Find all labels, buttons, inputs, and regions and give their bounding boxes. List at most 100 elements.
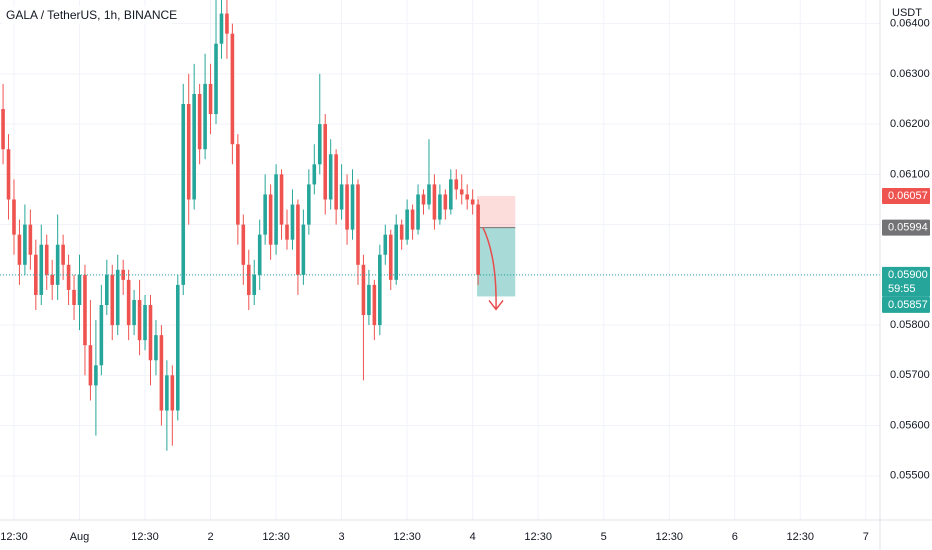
candle-body [88, 345, 93, 386]
candle-body [301, 224, 306, 275]
candle-body [443, 194, 448, 210]
candle-body [438, 194, 442, 220]
candle-body [225, 13, 229, 34]
candle-body [296, 204, 300, 275]
candle-body [192, 93, 196, 200]
candle-body [12, 199, 16, 235]
y-tick-label: 0.06200 [890, 118, 930, 130]
candle-body [312, 164, 317, 185]
candle-body [77, 274, 82, 305]
candle-body [230, 33, 235, 145]
candle-body [356, 184, 360, 265]
candle-body [219, 13, 224, 44]
candle-body [34, 254, 38, 295]
y-tick-label: 0.05800 [890, 319, 930, 331]
candle-body [459, 189, 464, 195]
target-label-bg [882, 296, 930, 313]
candle-body [132, 299, 136, 326]
grid [0, 0, 880, 520]
candle-body [378, 254, 382, 326]
candle-body [241, 224, 246, 265]
candle-body [186, 104, 191, 200]
candle-body [388, 234, 393, 280]
candle-body [427, 184, 431, 205]
candle-body [17, 234, 22, 265]
candle-body [465, 194, 469, 200]
candle-body [154, 335, 158, 361]
candle-body [39, 244, 44, 295]
candle-body [159, 335, 164, 411]
stop-zone [477, 195, 516, 228]
candle-body [181, 104, 186, 285]
candle-body [410, 209, 415, 230]
candle-body [399, 224, 404, 240]
candle-body [361, 264, 366, 316]
candle-body [246, 264, 251, 295]
candle-body [1, 109, 5, 150]
candle-body [72, 289, 76, 305]
candle-body [203, 83, 207, 150]
plot-area [0, 0, 880, 451]
candle-body [94, 365, 98, 386]
x-tick-label: 12:30 [262, 531, 290, 543]
arrow [482, 227, 504, 311]
candle-body [421, 194, 426, 205]
candle-body [99, 304, 104, 366]
candle-body [105, 274, 109, 305]
x-tick-label: 2 [207, 531, 213, 543]
candle-body [372, 284, 377, 326]
candle-body [476, 204, 480, 275]
candle-body [23, 224, 27, 265]
candle-body [50, 274, 55, 285]
candle-body [6, 149, 11, 200]
candle-body [83, 274, 87, 346]
x-tick-label: 12:30 [655, 531, 683, 543]
y-tick-label: 0.05500 [890, 470, 930, 482]
candle-body [115, 269, 120, 326]
candle-body [61, 244, 65, 265]
x-tick-label: 5 [601, 531, 607, 543]
candle-body [328, 154, 333, 200]
candle-body [66, 264, 71, 290]
x-tick-label: Aug [70, 531, 90, 543]
candle-body [274, 174, 278, 245]
x-tick-label: 12:30 [787, 531, 815, 543]
candle-body [263, 194, 267, 235]
entry-label-bg [882, 219, 930, 236]
candle-body [214, 43, 218, 115]
current-price-label-bg [882, 266, 930, 297]
candle-body [137, 299, 142, 341]
target-label: 0.05857 [888, 299, 928, 311]
y-tick-label: 0.05600 [890, 419, 930, 431]
candle-body [307, 184, 311, 225]
current-price-label: 0.05900 [888, 269, 928, 281]
candle-body [367, 284, 371, 316]
candle-body [143, 304, 147, 341]
y-axis-label: USDT [892, 7, 922, 19]
stop-label-bg [882, 187, 930, 204]
candle-body [208, 83, 213, 115]
candle-body [383, 234, 388, 255]
x-tick-label: 12:30 [524, 531, 552, 543]
candle-body [236, 144, 240, 225]
candle-body [394, 224, 399, 280]
candle-body [175, 284, 180, 411]
candle-body [197, 93, 202, 150]
countdown: 59:55 [888, 283, 916, 295]
y-tick-label: 0.06400 [890, 18, 930, 30]
x-tick-label: 12:30 [131, 531, 159, 543]
x-tick-label: 4 [470, 531, 476, 543]
x-tick-label: 7 [863, 531, 869, 543]
candle-body [44, 244, 49, 275]
candle-body [345, 184, 349, 230]
entry-label: 0.05994 [888, 222, 928, 234]
candle-body [416, 194, 420, 230]
candle-body [148, 304, 153, 361]
candle-body [268, 194, 273, 245]
x-tick-label: 12:30 [393, 531, 421, 543]
candle-body [165, 375, 169, 411]
candle-body [252, 274, 257, 295]
candle-body [170, 375, 175, 411]
x-tick-label: 3 [339, 531, 345, 543]
x-tick-label: 6 [732, 531, 738, 543]
